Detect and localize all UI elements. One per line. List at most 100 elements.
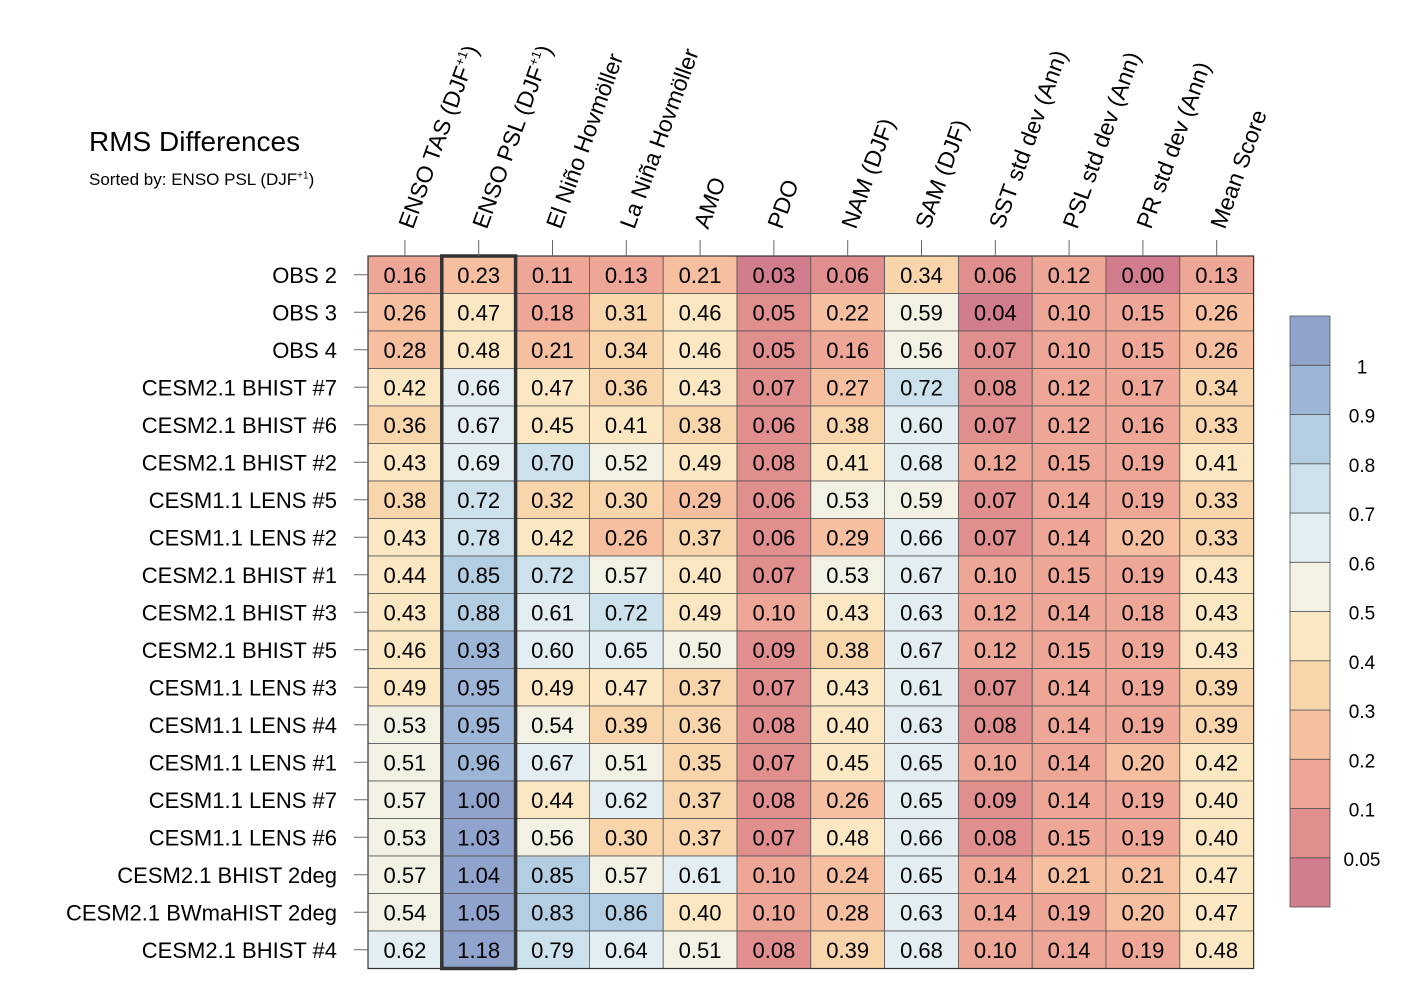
cell-value: 0.26 — [826, 788, 869, 813]
heatmap-cell — [736, 330, 812, 369]
cell-value: 0.07 — [974, 525, 1017, 550]
cell-value: 0.95 — [457, 675, 500, 700]
chart-title: RMS Differences — [89, 126, 301, 157]
column-label-superscript: +1 — [451, 49, 470, 68]
heatmap-cell — [367, 630, 443, 669]
cell-value: 0.66 — [900, 825, 943, 850]
cell-value: 0.72 — [900, 375, 943, 400]
heatmap-cell — [441, 855, 516, 894]
cell-value: 0.07 — [974, 413, 1017, 438]
row-label: CESM1.1 LENS #3 — [149, 675, 337, 700]
cell-value: 0.14 — [974, 900, 1017, 925]
cell-value: 0.06 — [752, 525, 795, 550]
cell-value: 0.19 — [1121, 450, 1164, 475]
heatmap-cell — [1179, 330, 1255, 369]
cell-value: 0.05 — [752, 300, 795, 325]
cell-value: 0.66 — [457, 375, 500, 400]
heatmap-cell — [1031, 780, 1107, 819]
cell-value: 0.23 — [457, 263, 500, 288]
cell-value: 0.69 — [457, 450, 500, 475]
heatmap-cell — [736, 555, 812, 594]
cell-value: 0.57 — [605, 863, 648, 888]
heatmap-cell — [662, 855, 738, 894]
column-label-text: El Niño Hovmöller — [541, 50, 628, 232]
colorbar-tick-label: 0.1 — [1349, 801, 1375, 822]
heatmap-cell — [1031, 518, 1107, 557]
cell-value: 0.21 — [1121, 863, 1164, 888]
heatmap-cell — [367, 480, 443, 519]
heatmap-cell — [1179, 855, 1255, 894]
cell-value: 0.72 — [531, 563, 574, 588]
cell-value: 0.39 — [605, 713, 648, 738]
cell-value: 0.10 — [974, 938, 1017, 963]
cell-value: 0.20 — [1121, 525, 1164, 550]
cell-value: 0.26 — [605, 525, 648, 550]
heatmap-cell — [1179, 593, 1255, 632]
heatmap-cell — [810, 630, 885, 669]
heatmap-cell — [662, 893, 738, 932]
cell-value: 0.42 — [383, 375, 426, 400]
row-label: CESM2.1 BWmaHIST 2deg — [66, 900, 337, 925]
cell-value: 0.68 — [900, 938, 943, 963]
cell-value: 0.06 — [974, 263, 1017, 288]
cell-value: 0.51 — [383, 750, 426, 775]
cell-value: 0.62 — [383, 938, 426, 963]
heatmap-cell — [441, 780, 516, 819]
cell-value: 0.86 — [605, 900, 648, 925]
cell-value: 0.14 — [1048, 750, 1091, 775]
heatmap-cell — [884, 255, 959, 294]
row-label: CESM2.1 BHIST #4 — [142, 938, 337, 963]
cell-value: 0.10 — [752, 900, 795, 925]
colorbar-segment — [1289, 758, 1331, 809]
cell-value: 0.47 — [1195, 863, 1238, 888]
heatmap-cell — [367, 668, 443, 707]
heatmap-cell — [1179, 780, 1255, 819]
heatmap-cell — [589, 480, 664, 519]
row-label: CESM1.1 LENS #2 — [149, 525, 337, 550]
column-label-text: PSL std dev (Ann) — [1057, 48, 1145, 231]
cell-value: 0.00 — [1121, 263, 1164, 288]
cell-value: 0.07 — [974, 488, 1017, 513]
heatmap-cell — [441, 555, 516, 594]
colorbar-tick-label: 0.05 — [1344, 850, 1381, 871]
cell-value: 1.05 — [457, 900, 500, 925]
cell-value: 0.19 — [1048, 900, 1091, 925]
cell-value: 0.08 — [752, 713, 795, 738]
cell-value: 0.20 — [1121, 900, 1164, 925]
heatmap-cell — [1105, 630, 1181, 669]
heatmap-cell — [367, 705, 443, 744]
colorbar-tick-label: 0.8 — [1349, 456, 1375, 477]
cell-value: 0.21 — [531, 338, 574, 363]
cell-value: 0.70 — [531, 450, 574, 475]
column-label: PDO — [762, 176, 803, 232]
heatmap-cell — [1105, 368, 1181, 407]
cell-value: 0.52 — [605, 450, 648, 475]
cell-value: 0.15 — [1121, 300, 1164, 325]
cell-value: 0.15 — [1121, 338, 1164, 363]
cell-value: 0.51 — [679, 938, 722, 963]
column-label: SAM (DJF) — [910, 116, 973, 232]
cell-value: 0.07 — [752, 563, 795, 588]
column-label-text: NAM (DJF) — [836, 115, 900, 232]
heatmap-cell — [662, 930, 738, 969]
cell-value: 0.40 — [1195, 825, 1238, 850]
heatmap-cell — [441, 480, 516, 519]
column-label: NAM (DJF) — [836, 115, 900, 232]
heatmap-cell — [958, 330, 1033, 369]
heatmap-cell — [810, 668, 885, 707]
heatmap-cell — [441, 930, 516, 969]
heatmap-cell — [1031, 818, 1107, 857]
cell-value: 0.53 — [383, 713, 426, 738]
cell-value: 0.49 — [679, 450, 722, 475]
heatmap-cell — [1105, 255, 1181, 294]
heatmap-cell — [1179, 818, 1255, 857]
row-label: CESM1.1 LENS #7 — [149, 788, 337, 813]
cell-value: 0.39 — [826, 938, 869, 963]
column-label: PSL std dev (Ann) — [1057, 48, 1145, 231]
heatmap-cell — [1105, 480, 1181, 519]
cell-value: 0.66 — [900, 525, 943, 550]
cell-value: 0.33 — [1195, 488, 1238, 513]
cell-value: 0.63 — [900, 600, 943, 625]
cell-value: 0.14 — [1048, 788, 1091, 813]
heatmap-cell — [958, 705, 1033, 744]
